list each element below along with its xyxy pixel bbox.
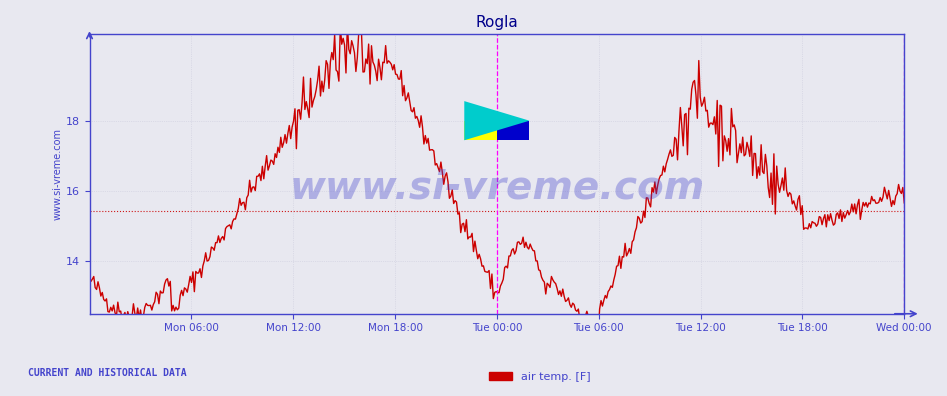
Text: CURRENT AND HISTORICAL DATA: CURRENT AND HISTORICAL DATA (28, 368, 188, 378)
Polygon shape (464, 101, 529, 140)
Text: www.si-vreme.com: www.si-vreme.com (289, 169, 705, 207)
Bar (497, 121, 529, 140)
Title: Rogla: Rogla (475, 15, 518, 30)
Bar (464, 121, 497, 140)
Legend: air temp. [F]: air temp. [F] (485, 367, 595, 386)
Y-axis label: www.si-vreme.com: www.si-vreme.com (53, 128, 63, 220)
